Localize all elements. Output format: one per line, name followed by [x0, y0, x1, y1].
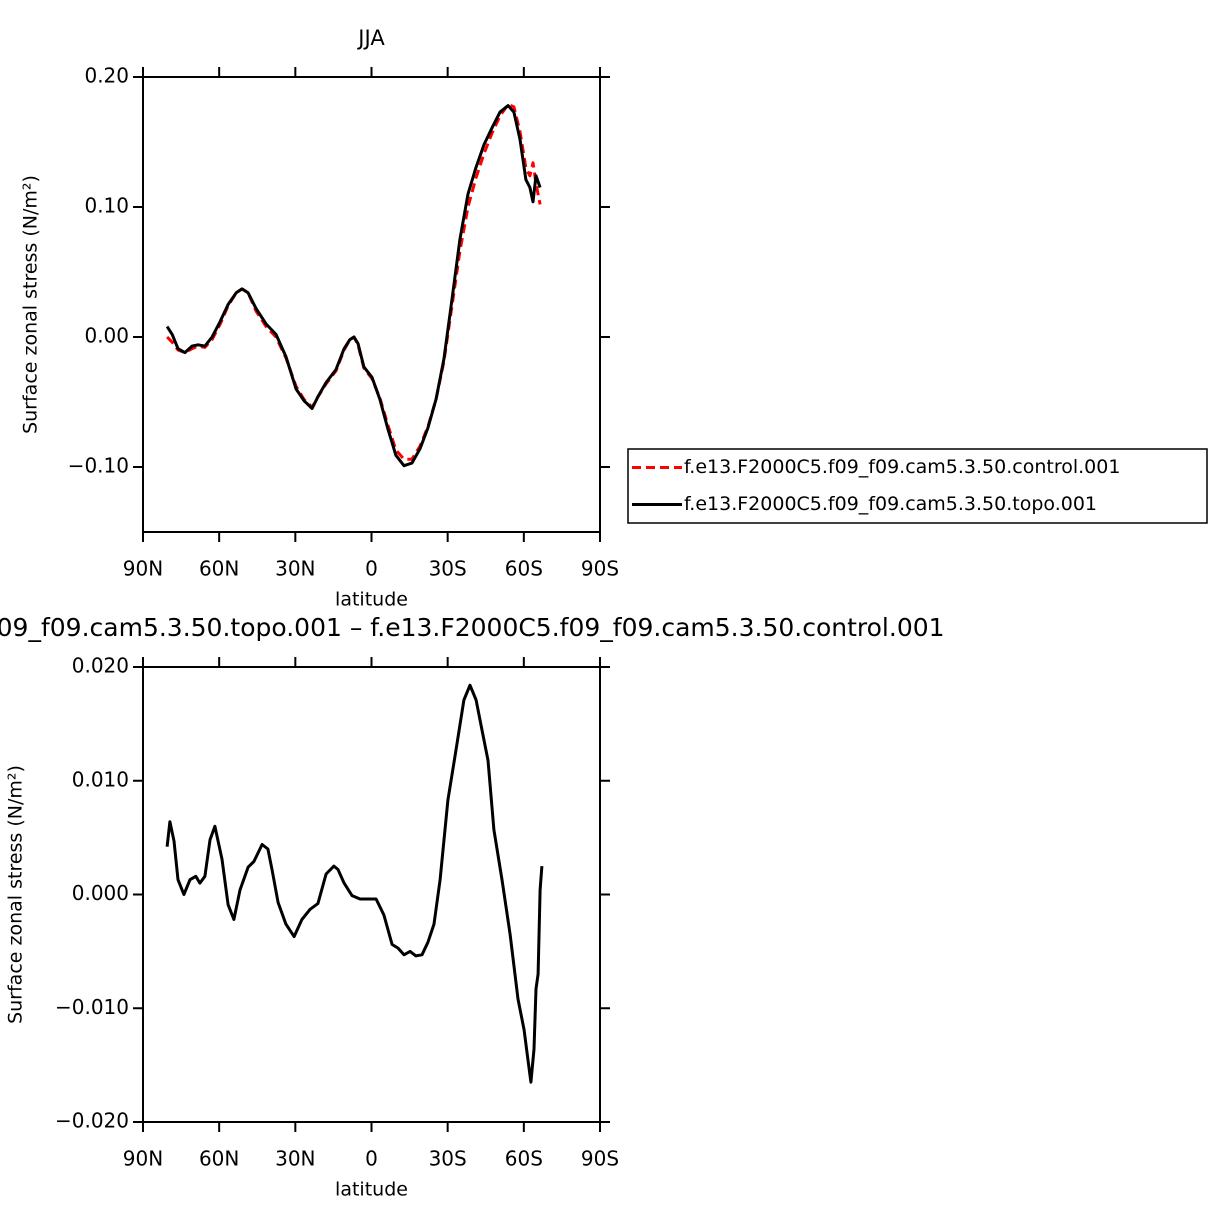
y-tick-label: −0.020	[55, 1109, 129, 1133]
data-line	[166, 102, 542, 461]
chart-title: f.e13.F2000C5.f09_f09.cam5.3.50.topo.001…	[0, 613, 945, 642]
plot-frame	[142, 76, 601, 533]
x-tick-label: 60S	[505, 1147, 543, 1171]
x-tick-label: 90N	[123, 1147, 163, 1171]
x-tick-label: 90S	[581, 1147, 619, 1171]
x-tick-label: 0	[365, 1147, 378, 1171]
x-tick-label: 30S	[429, 1147, 467, 1171]
y-tick-label: 0.00	[84, 324, 129, 348]
x-tick-label: 60N	[199, 557, 239, 581]
y-tick-label: 0.010	[72, 767, 129, 791]
y-tick-label: −0.010	[55, 995, 129, 1019]
y-tick-label: 0.020	[72, 654, 129, 678]
y-axis-label: Surface zonal stress (N/m²)	[20, 175, 42, 434]
x-tick-label: 90S	[581, 557, 619, 581]
legend-label: f.e13.F2000C5.f09_f09.cam5.3.50.topo.001	[684, 493, 1097, 515]
data-line	[165, 683, 544, 1084]
y-tick-label: −0.10	[68, 454, 129, 478]
y-tick-label: 0.10	[84, 194, 129, 218]
x-tick-label: 30S	[429, 557, 467, 581]
plot-frame	[142, 666, 601, 1123]
x-tick-label: 90N	[123, 557, 163, 581]
y-tick-label: 0.000	[72, 881, 129, 905]
y-tick-label: 0.20	[84, 64, 129, 88]
legend-label: f.e13.F2000C5.f09_f09.cam5.3.50.control.…	[684, 456, 1120, 478]
x-tick-label: 30N	[275, 1147, 315, 1171]
x-tick-label: 30N	[275, 557, 315, 581]
legend-box	[627, 448, 1208, 524]
x-tick-label: 0	[365, 557, 378, 581]
data-line	[165, 104, 542, 468]
x-tick-label: 60N	[199, 1147, 239, 1171]
x-tick-label: 60S	[505, 557, 543, 581]
x-axis-label: latitude	[335, 1179, 408, 1201]
chart-title: JJA	[356, 26, 385, 50]
y-axis-label: Surface zonal stress (N/m²)	[5, 765, 27, 1024]
x-axis-label: latitude	[335, 589, 408, 611]
